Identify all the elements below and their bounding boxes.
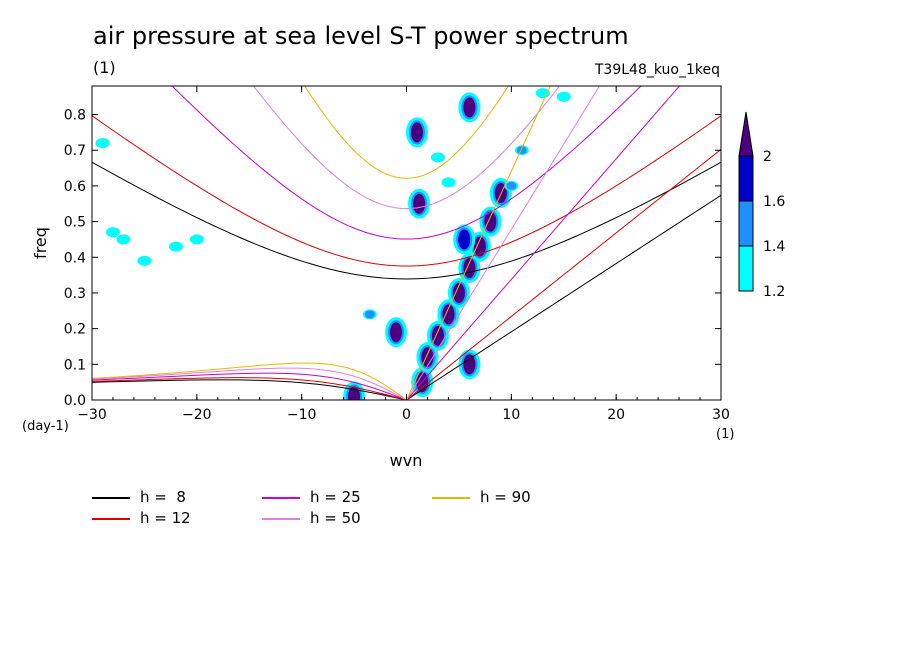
- legend-swatch: [92, 517, 130, 520]
- legend-label: h = 25: [310, 488, 361, 506]
- y-tick-label: 0.6: [64, 179, 86, 195]
- legend-item: h = 8: [92, 488, 186, 506]
- dispersion-curve-h12: [92, 377, 407, 400]
- legend-label: h = 50: [310, 509, 361, 527]
- x-axis-label: wvn: [390, 451, 423, 470]
- dispersion-curve-h12: [406, 148, 721, 400]
- legend-swatch: [262, 517, 300, 520]
- y-axis: 0.0 0.1 0.2 0.3 0.4 0.5 0.6 0.7 0.8: [64, 108, 721, 409]
- x-tick-label: −20: [182, 407, 212, 423]
- y-tick-label: 0.2: [64, 322, 86, 338]
- legend-label: h = 12: [140, 509, 191, 527]
- legend-swatch: [92, 496, 130, 499]
- power-blob-outer: [535, 88, 550, 99]
- y-tick-label: 0.4: [64, 250, 86, 266]
- power-blob-outer: [105, 227, 120, 238]
- dispersion-curve-h50: [252, 86, 561, 210]
- y-tick-label: 0.1: [64, 357, 86, 373]
- power-blob-outer: [189, 234, 204, 245]
- dispersion-curve-h8: [406, 194, 721, 400]
- legend-swatch: [262, 496, 300, 499]
- y-tick-label: 0.7: [64, 143, 86, 159]
- power-blob-core: [463, 97, 476, 118]
- power-blob-mid: [506, 181, 517, 190]
- x-axis: −30 −20 −10 0 10 20 30: [77, 86, 730, 423]
- colorbar: 2 1.6 1.4 1.2: [738, 111, 785, 300]
- dispersion-curve-h50: [406, 86, 601, 400]
- legend-item: h = 12: [92, 509, 191, 527]
- legend-item: h = 25: [262, 488, 361, 506]
- x-tick-label: 20: [607, 407, 625, 423]
- dispersion-curve-h8: [92, 379, 407, 400]
- power-blob-outer: [556, 91, 571, 102]
- power-blob-core: [442, 304, 455, 325]
- y-axis-label: freq: [31, 227, 50, 259]
- dispersion-curve-h25: [171, 86, 642, 240]
- colorbar-segment: [738, 245, 754, 292]
- y-tick-label: 0.8: [64, 108, 86, 124]
- legend-label: h = 90: [480, 488, 531, 506]
- colorbar-label: 1.6: [763, 194, 785, 210]
- x-unit-label: (1): [716, 427, 734, 442]
- power-blob-mid: [516, 146, 527, 155]
- x-tick-label: −10: [287, 407, 317, 423]
- power-blob-mid: [364, 310, 375, 319]
- legend-item: h = 90: [432, 488, 531, 506]
- legend-item: h = 50: [262, 509, 361, 527]
- x-tick-label: 0: [402, 407, 411, 423]
- x-tick-label: 10: [502, 407, 520, 423]
- dispersion-curve-h90: [406, 86, 551, 400]
- power-blob-core: [410, 122, 423, 143]
- colorbar-label: 2: [763, 149, 772, 165]
- power-blob-outer: [168, 241, 183, 252]
- dispersion-curve-h25: [406, 86, 681, 400]
- legend-swatch: [432, 496, 470, 499]
- dispersion-curves: [92, 86, 721, 400]
- x-tick-label: −30: [77, 407, 107, 423]
- x-tick-label: 30: [712, 407, 730, 423]
- y-tick-label: 0.5: [64, 215, 86, 231]
- legend-label: h = 8: [140, 488, 186, 506]
- power-blob-core: [484, 211, 497, 232]
- run-label: T39L48_kuo_1keq: [594, 62, 720, 78]
- dispersion-curve-h25: [92, 372, 407, 400]
- power-blob-core: [463, 354, 476, 375]
- power-blob-core: [463, 257, 476, 278]
- dispersion-curve-h90: [304, 86, 509, 179]
- power-blob-core: [421, 347, 434, 368]
- y-tick-label: 0.3: [64, 286, 86, 302]
- power-contours: [95, 88, 571, 400]
- power-blob-core: [413, 193, 426, 214]
- y-unit-label: (day-1): [22, 419, 69, 434]
- colorbar-extend-arrow: [738, 111, 754, 157]
- power-blob-outer: [116, 234, 131, 245]
- colorbar-segment: [738, 200, 754, 247]
- chart-subtitle: (1): [93, 58, 116, 77]
- dispersion-curve-h50: [92, 367, 407, 400]
- power-blob-core: [452, 282, 465, 303]
- power-blob-core: [390, 322, 403, 343]
- power-blob-outer: [441, 177, 456, 188]
- dispersion-curve-h12: [92, 115, 721, 267]
- colorbar-label: 1.2: [763, 284, 785, 300]
- colorbar-label: 1.4: [763, 239, 785, 255]
- dispersion-curve-h8: [92, 161, 721, 280]
- y-tick-label: 0.0: [64, 393, 86, 409]
- colorbar-segment: [738, 155, 754, 202]
- power-blob-outer: [430, 152, 445, 163]
- power-blob-core: [473, 236, 486, 257]
- power-blob-core: [431, 325, 444, 346]
- power-blob-outer: [95, 138, 110, 149]
- power-blob-outer: [137, 255, 152, 266]
- chart-title: air pressure at sea level S-T power spec…: [93, 22, 629, 50]
- dispersion-curve-h90: [92, 362, 407, 400]
- power-blob-core: [458, 229, 471, 250]
